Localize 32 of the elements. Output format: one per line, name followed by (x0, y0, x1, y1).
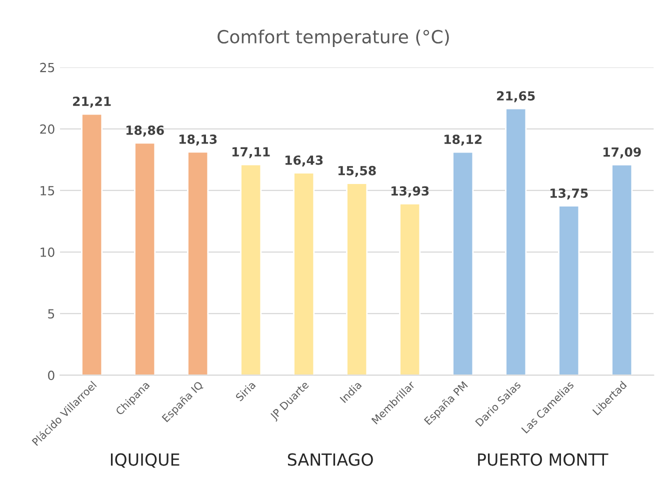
data-label: 21,21 (73, 96, 111, 108)
y-tick-label: 0 (48, 370, 54, 380)
bar (611, 164, 633, 376)
bar (293, 172, 315, 376)
text: SANTIAGO (288, 453, 373, 466)
bar (187, 151, 209, 376)
data-label: 13,93 (391, 186, 429, 198)
bar (452, 151, 474, 376)
text: IQUIQUE (110, 453, 180, 468)
data-label: 18,12 (444, 134, 482, 146)
data-label: 13,75 (550, 188, 588, 200)
bar (558, 205, 580, 376)
data-label: 21,65 (497, 91, 535, 102)
data-label: 17,11 (232, 147, 270, 158)
data-label: 16,43 (285, 155, 323, 166)
bar (505, 108, 527, 376)
bar (134, 142, 156, 376)
chart-title: Comfort temperature (°C) (218, 30, 449, 48)
bar (240, 164, 262, 376)
data-label: 18,86 (126, 126, 164, 137)
bar (399, 202, 421, 376)
bar (346, 182, 368, 376)
y-tick-label: 25 (40, 62, 54, 72)
text: PUERTO MONTT (478, 453, 608, 466)
y-tick-label: 5 (48, 309, 54, 319)
data-label: 15,58 (338, 166, 376, 177)
y-tick-label: 20 (40, 124, 54, 134)
y-tick-label: 15 (40, 186, 54, 196)
data-label: 18,13 (179, 134, 217, 146)
y-tick-label: 10 (40, 248, 54, 257)
data-label: 17,09 (604, 147, 641, 158)
bar (81, 113, 103, 376)
